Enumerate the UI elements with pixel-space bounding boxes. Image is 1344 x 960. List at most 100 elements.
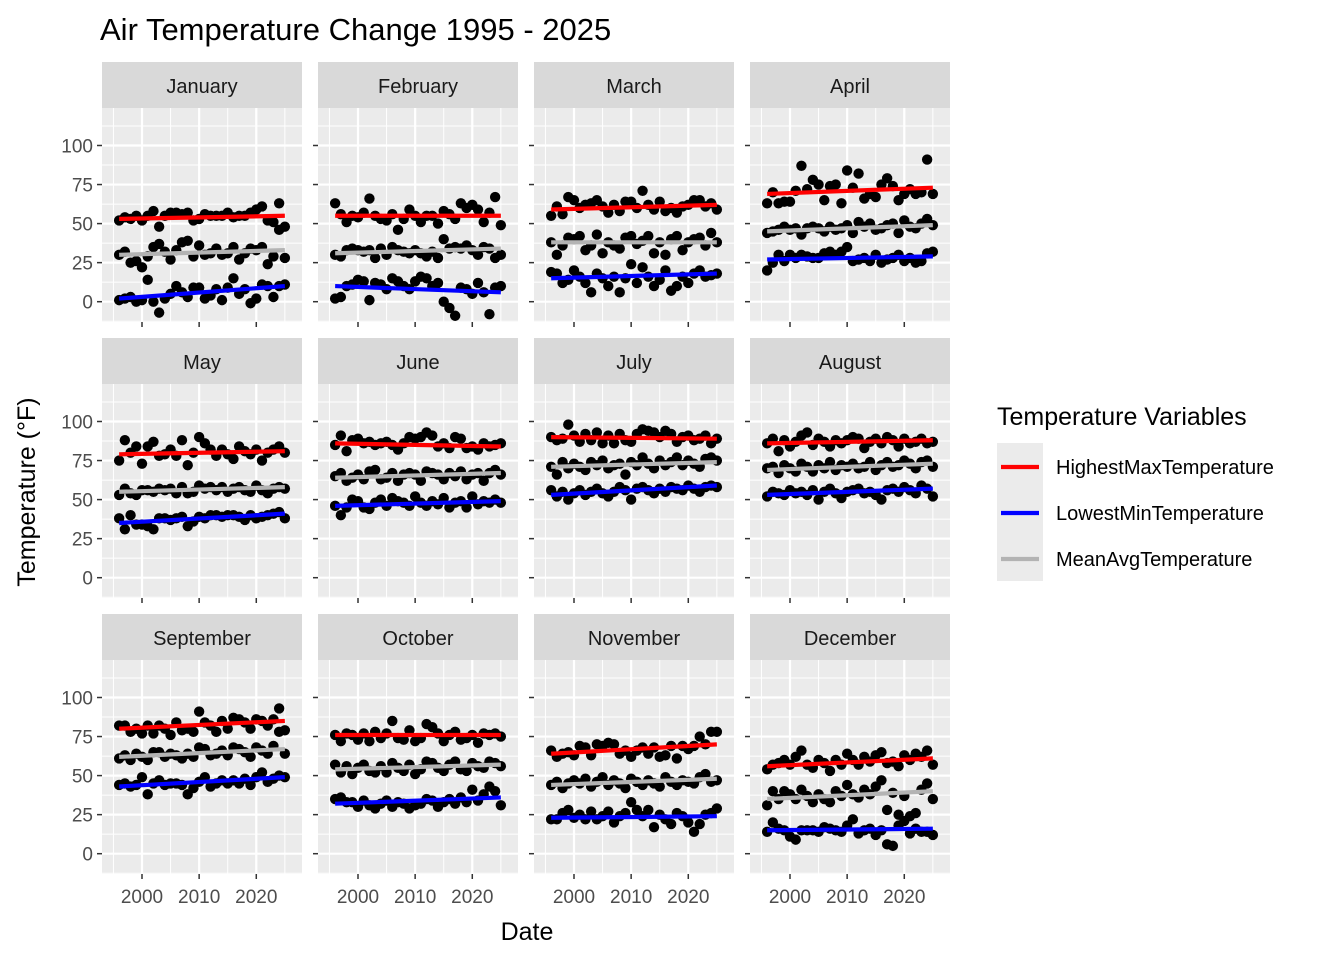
- panel-background: [102, 660, 302, 874]
- data-point-min: [927, 246, 939, 257]
- data-point-max: [119, 435, 131, 446]
- data-point-max: [222, 723, 233, 734]
- x-axis-label: Date: [501, 918, 554, 946]
- y-tick-label: 100: [61, 136, 93, 157]
- panel-july: July: [529, 338, 734, 603]
- data-point-max: [182, 460, 193, 471]
- y-tick-label: 50: [72, 491, 93, 512]
- data-point-mean: [461, 765, 472, 777]
- y-tick-label: 25: [72, 806, 93, 827]
- trend-line-min: [551, 271, 717, 281]
- panel-september: September 0 25 50 75 100 2000 2010 2020: [61, 614, 302, 908]
- data-point-min: [761, 265, 773, 276]
- facet-strip: [318, 338, 518, 384]
- data-point-max: [568, 194, 580, 206]
- data-point-max: [876, 746, 887, 758]
- data-point-max: [608, 438, 620, 449]
- data-point-min: [683, 277, 694, 289]
- data-point-min: [142, 789, 153, 800]
- data-point-mean: [671, 452, 683, 463]
- data-point-mean: [660, 249, 671, 261]
- data-point-max: [335, 736, 347, 747]
- trend-line-max: [551, 435, 717, 441]
- data-point-mean: [551, 249, 563, 261]
- data-point-mean: [268, 251, 279, 262]
- data-point-min: [153, 307, 165, 318]
- data-point-max: [268, 216, 279, 228]
- trend-line-max: [767, 438, 933, 446]
- data-point-max: [836, 198, 847, 209]
- data-point-mean: [591, 229, 603, 240]
- x-tick-label: 2010: [610, 887, 652, 908]
- data-point-min: [683, 817, 694, 828]
- panel-april: April: [745, 62, 950, 327]
- data-point-mean: [643, 230, 654, 242]
- facet-panels: January 0 25 50 75 100 February March April May 0 2…: [61, 62, 950, 908]
- panel-may: May 0 25 50 75 100: [61, 338, 302, 603]
- data-point-min: [148, 524, 159, 535]
- data-point-min: [335, 510, 347, 521]
- data-point-min: [432, 277, 444, 289]
- x-tick-label: 2020: [883, 887, 925, 908]
- trend-line-mean: [551, 460, 717, 469]
- data-point-min: [665, 818, 677, 830]
- data-point-mean: [671, 230, 683, 242]
- data-point-mean: [910, 807, 921, 819]
- data-point-min: [136, 771, 148, 783]
- panel-october: October 2000 2010 2020: [313, 614, 518, 908]
- facet-strip: [102, 338, 302, 384]
- data-point-max: [176, 435, 188, 446]
- data-point-min: [364, 294, 375, 306]
- data-point-max: [228, 453, 239, 465]
- x-tick-label: 2010: [826, 887, 868, 908]
- data-point-max: [273, 198, 285, 209]
- legend-title: Temperature Variables: [997, 403, 1247, 431]
- data-point-max: [830, 179, 841, 190]
- facet-label: October: [382, 628, 453, 650]
- data-point-mean: [620, 782, 631, 794]
- facet-strip: [534, 614, 734, 660]
- facet-strip: [750, 614, 950, 660]
- data-point-mean: [807, 796, 819, 808]
- data-point-max: [637, 185, 648, 196]
- data-point-max: [245, 723, 256, 734]
- data-point-min: [125, 510, 136, 521]
- data-point-min: [927, 491, 939, 502]
- data-point-min: [495, 280, 507, 292]
- y-tick-label: 25: [72, 530, 93, 551]
- data-point-min: [580, 277, 591, 289]
- x-tick-label: 2020: [667, 887, 709, 908]
- data-point-min: [841, 241, 853, 253]
- trend-line-min: [119, 511, 285, 526]
- data-point-max: [273, 703, 285, 714]
- data-point-mean: [927, 793, 939, 805]
- data-point-min: [585, 806, 597, 817]
- trend-line-max: [551, 742, 717, 756]
- data-point-mean: [415, 475, 427, 487]
- data-point-mean: [182, 235, 193, 246]
- legend-entry-label: LowestMinTemperature: [1056, 503, 1264, 525]
- x-tick-label: 2020: [235, 887, 277, 908]
- data-point-mean: [620, 469, 631, 480]
- trend-line-mean: [335, 470, 501, 480]
- data-point-max: [427, 430, 438, 441]
- data-point-min: [449, 310, 461, 321]
- data-point-mean: [136, 262, 148, 273]
- data-point-max: [893, 441, 904, 452]
- data-point-mean: [580, 773, 591, 784]
- y-tick-label: 100: [61, 688, 93, 709]
- data-point-mean: [495, 249, 507, 261]
- trend-line-max: [767, 185, 933, 197]
- data-point-mean: [761, 800, 773, 811]
- facet-strip: [102, 62, 302, 108]
- panel-november: November 2000 2010 2020: [529, 614, 734, 908]
- trend-line-mean: [767, 223, 933, 234]
- data-point-min: [847, 814, 859, 825]
- data-point-min: [358, 276, 369, 287]
- y-tick-label: 100: [61, 412, 93, 433]
- data-point-min: [688, 826, 700, 838]
- panel-background: [750, 108, 950, 322]
- panel-background: [318, 384, 518, 598]
- data-point-max: [545, 210, 557, 221]
- data-point-min: [484, 308, 495, 320]
